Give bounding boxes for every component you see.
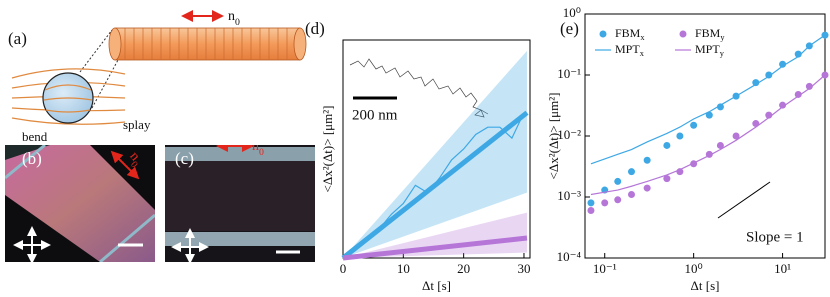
trajectory [349,58,489,118]
legend-label: FBMy [695,26,725,43]
chart-d: (d) Δt [s] <Δx²(Δt)> [μm²] 0 10 20 30 200 nm [305,19,531,293]
x-tick-label: 10⁻¹ [593,261,617,276]
data-point [690,121,698,129]
data-point [663,141,671,149]
y-tick-label: 10⁻¹ [557,66,581,81]
legend-marker [679,30,687,38]
x-tick-label: 0 [340,261,347,276]
data-point [779,60,787,68]
y-axis-label: <Δx²(Δt)> [μm²] [546,93,561,180]
scale-label: 200 nm [352,107,398,123]
data-point [627,190,635,198]
confidence-band [343,50,527,259]
y-tick-label: 10⁰ [563,5,581,20]
panel-label: (c) [175,149,194,168]
y-tick-label: 10⁻² [557,127,581,142]
data-point [805,82,813,90]
legend-marker [599,30,607,38]
annotation: Slope = 1 [746,229,804,245]
director-label: n0 [228,9,240,28]
data-point [732,132,740,140]
panel-label: (d) [305,19,325,38]
legend-label: FBMx [615,26,645,43]
splay-label: splay [123,117,151,132]
x-tick-label: 30 [517,261,530,276]
data-point [614,196,622,204]
data-point [663,175,671,183]
data-line [342,235,528,261]
cylinder [108,27,307,61]
x-tick-label: 10⁰ [685,261,703,276]
plot-frame [342,39,531,259]
guide-line [79,29,113,73]
chart-e: (e) Δt [s] <Δx²(Δt)> [μm²] 10⁻¹ 10⁰ 10¹ 10⁻⁴ 10… [546,5,829,293]
data-point [752,79,760,87]
data-point [643,156,651,164]
panel-label: (b) [22,149,42,168]
panel-label: (e) [560,19,579,38]
data-point [627,168,635,176]
data-line [590,34,826,165]
y-tick-label: 10⁻⁴ [557,249,582,264]
legend-label: MPTx [615,42,645,59]
data-point [779,101,787,109]
data-point [716,103,724,111]
data-point [614,177,622,185]
y-tick-label: 10⁻³ [557,188,581,203]
data-line [341,110,529,260]
legend-label: MPTy [695,42,725,59]
guide-line [91,59,119,109]
x-tick-label: 10 [397,261,410,276]
x-axis-label: Δt [s] [691,278,720,293]
panel-label: (a) [8,29,27,48]
data-point [587,207,595,215]
y-axis-label: <Δx²(Δt)> [μm²] [320,106,335,193]
data-point [601,199,609,207]
data-point [794,90,802,98]
panel-c: (c) n0 [165,145,315,262]
panel-b: (b) n0 [5,145,155,262]
x-tick-label: 10¹ [774,261,791,276]
data-line [590,74,826,196]
data-point [676,132,684,140]
data-point [705,111,713,119]
data-point [643,184,651,192]
data-point [716,141,724,149]
x-tick-label: 20 [457,261,470,276]
data-point [794,50,802,58]
confidence-band [343,212,527,258]
data-point [587,199,595,207]
slope-guide [717,181,771,219]
x-axis-label: Δt [s] [422,278,451,293]
bend-label: bend [22,129,48,144]
panel-a: (a) n0 bend splay [8,9,307,144]
